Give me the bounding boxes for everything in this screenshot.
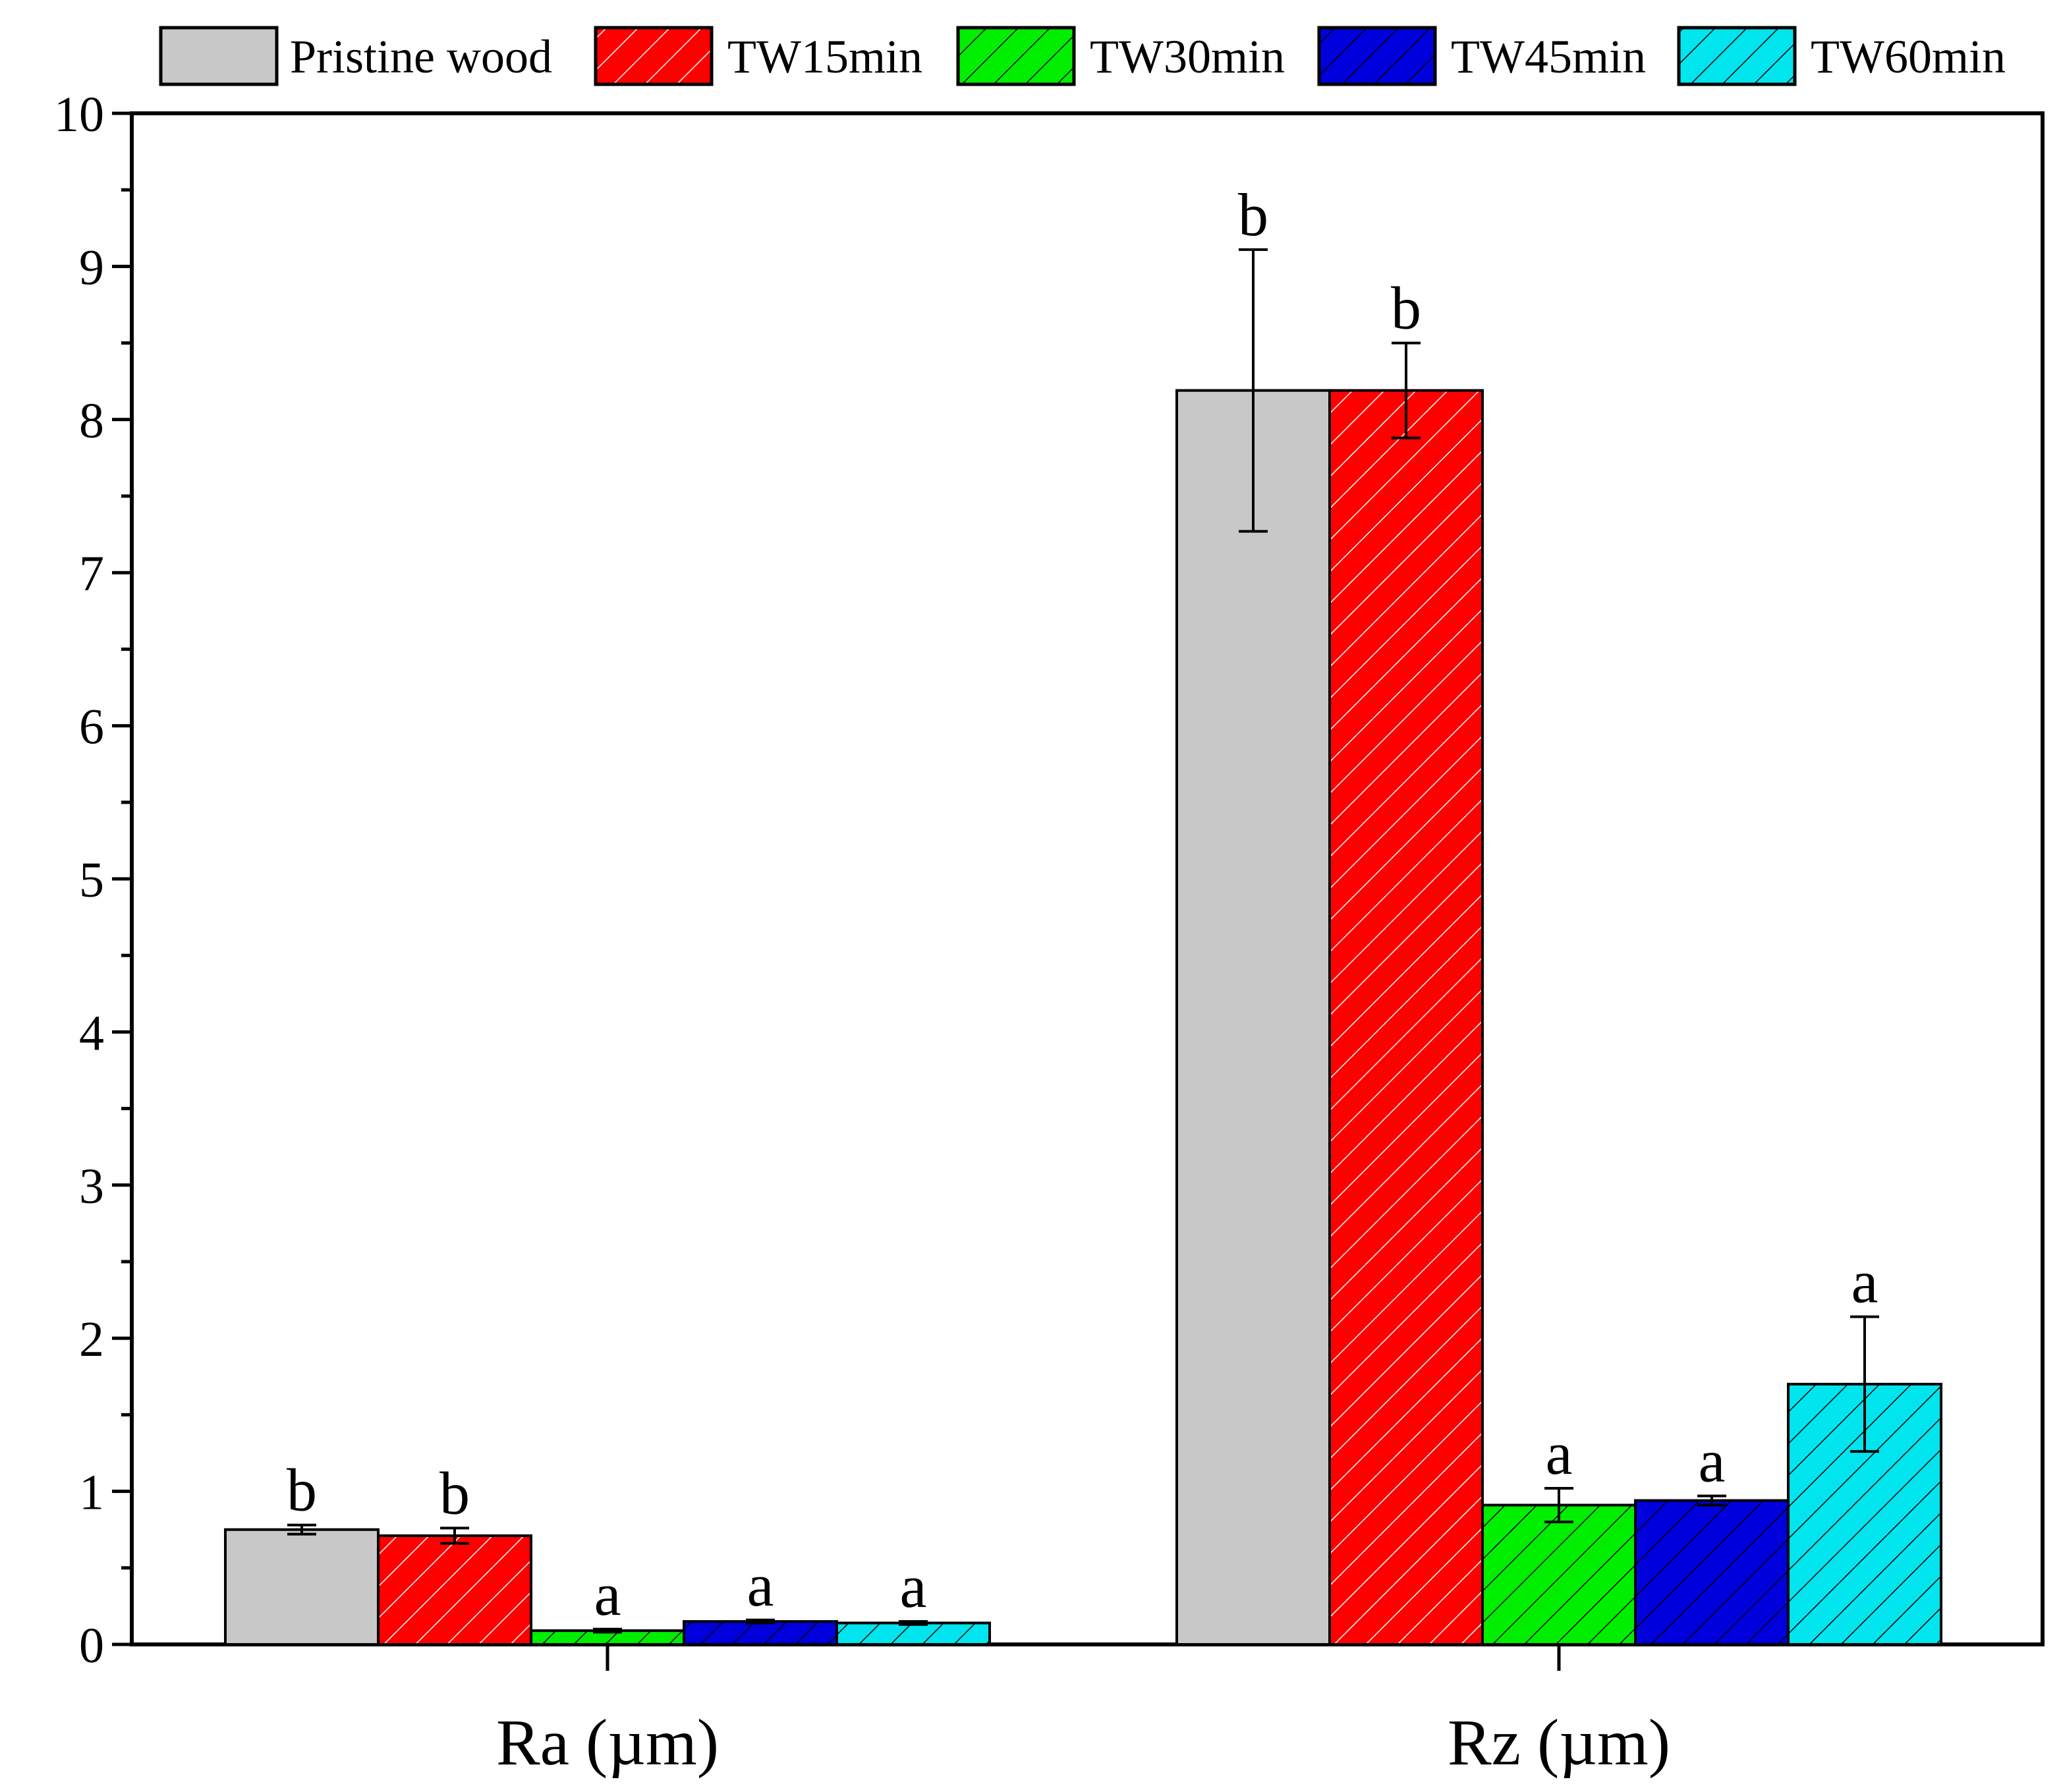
bar-tw45min-ra-m	[683, 1620, 838, 1646]
legend-item-tw30min: TW30min	[956, 26, 1285, 86]
plot-frame	[130, 111, 2045, 1646]
y-tick-label: 4	[79, 1005, 104, 1061]
legend-item-tw45min: TW45min	[1317, 26, 1646, 86]
legend-swatch	[956, 26, 1076, 86]
y-tick-label: 5	[79, 853, 104, 908]
significance-label: b	[287, 1457, 317, 1524]
significance-label: a	[747, 1552, 774, 1619]
significance-label: b	[439, 1459, 470, 1526]
legend-item-pristine-wood: Pristine wood	[159, 26, 552, 86]
legend: Pristine wood TW15min TW30min TW45min TW60mi…	[159, 26, 2006, 86]
error-bar-tw60min-rz-m	[1850, 1315, 1879, 1453]
axes: 0 1 2 3 4 5 6 7 8 9 10 Ra (µm) Rz (µm)	[54, 87, 2045, 1779]
y-tick-label: 9	[79, 240, 104, 295]
error-bar-pristine-wood-ra-m	[287, 1523, 316, 1536]
legend-label: TW30min	[1090, 30, 1285, 83]
error-bar-tw45min-rz-m	[1697, 1494, 1726, 1507]
legend-item-tw15min: TW15min	[594, 26, 922, 86]
bar-pristine-wood-ra-m	[224, 1528, 380, 1646]
y-tick-label: 3	[79, 1159, 104, 1214]
legend-label: TW60min	[1811, 30, 2006, 83]
legend-swatch	[594, 26, 714, 86]
error-bar-tw60min-ra-m	[899, 1620, 928, 1626]
error-bar-tw15min-ra-m	[440, 1526, 469, 1545]
x-category-label-ra-m: Ra (µm)	[496, 1706, 719, 1779]
y-tick-label: 1	[79, 1465, 104, 1521]
legend-swatch	[1317, 26, 1437, 86]
bar-tw45min-rz-m	[1634, 1499, 1790, 1646]
y-tick-label: 0	[79, 1618, 104, 1673]
legend-label: TW15min	[727, 30, 922, 83]
bar-pristine-wood-rz-m	[1175, 389, 1331, 1646]
error-bar-pristine-wood-rz-m	[1239, 248, 1268, 533]
bars	[224, 389, 1942, 1646]
y-tick-label: 10	[54, 87, 104, 142]
error-bar-tw30min-rz-m	[1544, 1486, 1573, 1524]
error-bar-tw45min-ra-m	[746, 1618, 775, 1625]
significance-label: b	[1391, 275, 1421, 342]
significance-label: a	[900, 1553, 927, 1620]
legend-item-tw60min: TW60min	[1677, 26, 2006, 86]
bar-tw15min-ra-m	[377, 1534, 532, 1646]
legend-label: TW45min	[1451, 30, 1646, 83]
x-category-label-rz-m: Rz (µm)	[1448, 1706, 1670, 1779]
error-bar-tw30min-ra-m	[593, 1627, 622, 1634]
significance-label: a	[1699, 1428, 1726, 1495]
legend-label: Pristine wood	[290, 30, 552, 83]
significance-label: b	[1238, 181, 1268, 248]
y-tick-label: 8	[79, 393, 104, 449]
bar-tw60min-ra-m	[835, 1621, 991, 1646]
legend-swatch	[1677, 26, 1797, 86]
error-bar-tw15min-rz-m	[1392, 341, 1421, 439]
bar-tw15min-rz-m	[1328, 389, 1484, 1646]
y-tick-label: 6	[79, 700, 104, 755]
significance-label: a	[1546, 1420, 1573, 1487]
legend-swatch	[159, 26, 279, 86]
bar-tw30min-rz-m	[1481, 1503, 1637, 1646]
y-tick-label: 7	[79, 546, 104, 602]
y-tick-label: 2	[79, 1312, 104, 1367]
significance-label: a	[1851, 1248, 1878, 1316]
annotations: b b a a a b b a a a	[287, 181, 1879, 1634]
significance-label: a	[594, 1561, 621, 1628]
